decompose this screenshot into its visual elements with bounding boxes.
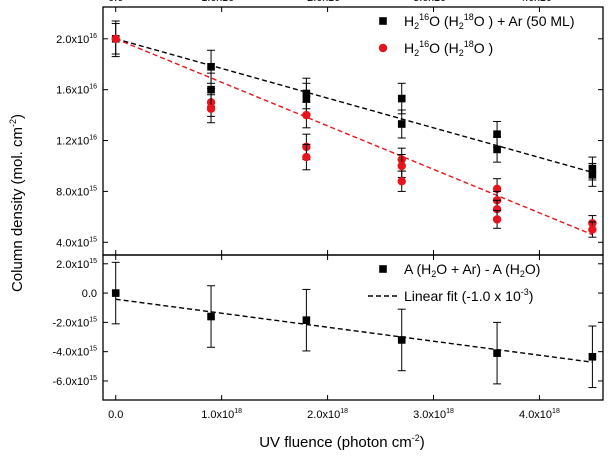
y-tick-label: 2.0x1015 xyxy=(56,258,97,271)
data-point xyxy=(492,215,502,224)
data-point xyxy=(302,316,311,324)
data-point xyxy=(207,312,215,321)
x-tick-label: 2.0x1018 xyxy=(307,408,348,421)
data-point xyxy=(302,94,311,103)
x-tick-label: 3.0x1018 xyxy=(413,408,454,421)
data-point xyxy=(588,171,597,179)
y-tick-label: -2.0x1015 xyxy=(53,316,98,329)
y-tick-label: 1.6x1016 xyxy=(56,84,97,97)
y-tick-label: 1.2x1016 xyxy=(56,135,97,148)
data-point xyxy=(493,145,501,154)
legend-label: A (H2O + Ar) - A (H2O) xyxy=(404,261,540,279)
data-point xyxy=(493,349,501,357)
data-point xyxy=(302,110,311,120)
legend-symbol xyxy=(379,265,387,273)
legend-label: H216O (H218O ) xyxy=(404,39,493,58)
data-point xyxy=(111,289,120,297)
top-panel: 0.0 1.0x1018 2.0x1018 3.0x1018 4.0x1018 4.0x1… xyxy=(56,0,604,256)
data-point xyxy=(588,352,597,361)
x-tick-label: 4.0x1018 xyxy=(519,0,560,4)
legend-symbol xyxy=(378,43,388,53)
x-tick-label: 2.0x1018 xyxy=(307,0,348,4)
x-tick-label: 1.0x1018 xyxy=(201,0,242,4)
y-tick-label: 8.0x1015 xyxy=(56,185,97,198)
legend-symbol xyxy=(379,17,387,25)
bottom-panel: 0.0 1.0x1018 2.0x1018 3.0x1018 4.0x1018 2.0x1… xyxy=(53,254,604,421)
y-axis-title-group: Column density (mol. cm-2) xyxy=(8,114,26,292)
x-tick-label: 1.0x1018 xyxy=(201,408,242,421)
x-tick-label: 3.0x1018 xyxy=(413,0,454,4)
x-axis-title: UV fluence (photon cm-2) xyxy=(259,433,425,451)
data-point xyxy=(397,94,406,103)
data-point xyxy=(206,104,216,113)
x-tick-label: 4.0x1018 xyxy=(519,408,560,421)
data-point xyxy=(492,205,502,214)
data-point xyxy=(493,130,501,138)
y-axis-title-text: Column density (mol. cm-2) xyxy=(8,114,26,292)
data-point xyxy=(588,225,597,234)
fit-line xyxy=(115,298,593,363)
data-point xyxy=(397,177,406,186)
x-axis-title-text: UV fluence (photon cm-2) xyxy=(259,433,425,451)
legend-label: Linear fit (-1.0 x 10-3) xyxy=(404,287,533,304)
plot-frame xyxy=(102,254,604,401)
data-point xyxy=(111,34,120,43)
data-point xyxy=(397,336,406,344)
y-tick-label: 4.0x1015 xyxy=(56,236,97,249)
data-point xyxy=(397,161,406,171)
data-point xyxy=(397,120,406,128)
y-axis-title: Column density (mol. cm-2) xyxy=(8,114,26,292)
x-tick-label: 0.0 xyxy=(108,0,123,4)
x-tick-label: 0.0 xyxy=(108,409,123,421)
y-tick-label: -4.0x1015 xyxy=(53,346,98,359)
y-tick-label: -6.0x1015 xyxy=(53,375,98,388)
data-point xyxy=(302,152,311,162)
data-point xyxy=(207,62,215,71)
fit-line xyxy=(115,38,593,174)
fit-line xyxy=(115,38,593,236)
y-tick-label: 2.0x1016 xyxy=(56,33,97,46)
legend-label: H216O (H218O ) + Ar (50 ML) xyxy=(404,12,575,31)
y-tick-label: 0.0 xyxy=(82,288,97,300)
